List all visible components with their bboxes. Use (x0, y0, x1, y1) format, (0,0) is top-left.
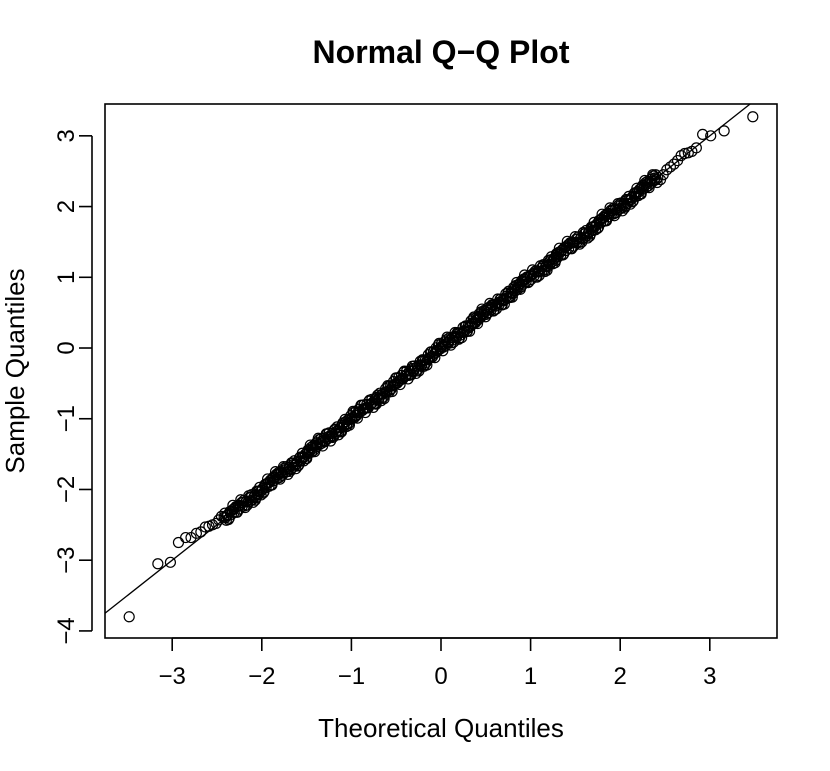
x-tick-label: 1 (524, 663, 537, 690)
y-tick-label: −3 (53, 547, 80, 574)
y-tick-label: 2 (53, 200, 80, 213)
x-axis: −3 −2 −1 0 1 2 3 (159, 637, 716, 690)
plot-content (105, 104, 759, 623)
data-point (215, 510, 228, 522)
data-point (690, 142, 702, 154)
data-point (164, 556, 177, 568)
chart-title: Normal Q−Q Plot (313, 34, 570, 70)
data-point (651, 176, 663, 189)
data-point (123, 611, 135, 623)
data-point (624, 198, 636, 210)
data-point (278, 462, 290, 474)
x-axis-label: Theoretical Quantiles (318, 713, 564, 743)
x-tick-label: 2 (614, 663, 627, 690)
data-point (718, 125, 730, 137)
data-point (652, 171, 664, 183)
data-point (747, 111, 759, 123)
data-point (172, 536, 185, 549)
data-point (152, 558, 164, 570)
data-point (664, 161, 676, 173)
data-point (705, 130, 717, 142)
data-point (180, 531, 192, 544)
y-tick-label: 0 (53, 341, 80, 354)
y-tick-label: −1 (53, 405, 80, 432)
data-point (286, 457, 298, 469)
data-point (213, 514, 225, 526)
data-point (255, 489, 267, 501)
y-axis-label: Sample Quantiles (0, 268, 30, 473)
data-point (668, 158, 680, 170)
y-tick-label: 3 (53, 129, 80, 142)
data-point (661, 164, 673, 176)
x-tick-label: 0 (434, 663, 447, 690)
x-tick-label: −3 (159, 663, 186, 690)
data-point (261, 478, 273, 490)
x-tick-label: −1 (338, 663, 365, 690)
data-point (190, 527, 202, 539)
y-axis: −4 −3 −2 −1 0 1 2 3 (53, 129, 93, 645)
data-point (394, 378, 406, 391)
y-tick-label: 1 (53, 271, 80, 284)
data-point (487, 305, 500, 317)
data-point (210, 517, 222, 530)
data-point (351, 412, 363, 424)
x-tick-label: −2 (248, 663, 275, 690)
data-point (332, 429, 345, 441)
y-tick-label: −4 (53, 617, 80, 644)
data-point (697, 128, 709, 141)
data-point (290, 463, 302, 475)
y-tick-label: −2 (53, 476, 80, 503)
x-tick-label: 3 (703, 663, 716, 690)
plot-area-frame (104, 103, 778, 639)
data-point (613, 199, 625, 211)
